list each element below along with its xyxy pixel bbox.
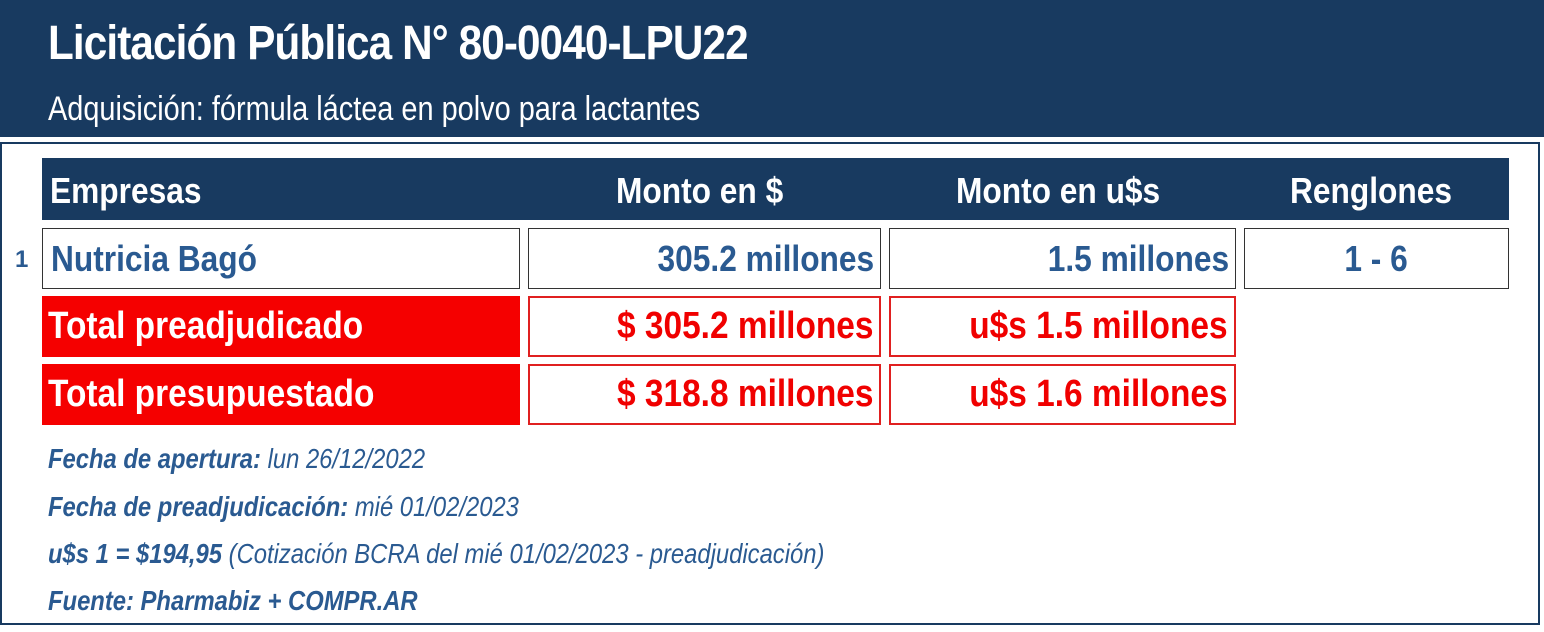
total-preadjudicado-ars-value: $ 305.2 millones (616, 305, 873, 347)
page-title: Licitación Pública N° 80-0040-LPU22 (48, 17, 749, 70)
total-presupuestado-usd: u$s 1.6 millones (889, 364, 1236, 425)
fecha-preadjudicacion-label: Fecha de preadjudicación: (48, 491, 349, 522)
total-preadjudicado-label: Total preadjudicado (42, 296, 520, 357)
fuente-text: Fuente: Pharmabiz + COMPR.AR (48, 585, 418, 616)
fecha-preadjudicacion: Fecha de preadjudicación: mié 01/02/2023 (48, 491, 519, 523)
empresa-name: Nutricia Bagó (51, 237, 257, 279)
fecha-preadjudicacion-value: mié 01/02/2023 (354, 491, 519, 522)
tipo-cambio-label: u$s 1 = $194,95 (48, 538, 223, 569)
tipo-cambio: u$s 1 = $194,95 (Cotización BCRA del mié… (48, 538, 824, 570)
fecha-apertura-label: Fecha de apertura: (48, 443, 261, 474)
monto-ars-value: 305.2 millones (657, 237, 874, 279)
content-frame (0, 142, 1540, 625)
fuente: Fuente: Pharmabiz + COMPR.AR (48, 585, 418, 617)
column-header-monto-usd: Monto en u$s (956, 170, 1161, 211)
column-header-empresas: Empresas (50, 170, 202, 211)
table-row-monto-ars: 305.2 millones (528, 228, 881, 289)
total-preadjudicado-usd-value: u$s 1.5 millones (969, 305, 1228, 347)
table-row-monto-usd: 1.5 millones (889, 228, 1236, 289)
total-presupuestado-ars-value: $ 318.8 millones (616, 373, 873, 415)
fecha-apertura: Fecha de apertura: lun 26/12/2022 (48, 443, 425, 475)
total-preadjudicado-ars: $ 305.2 millones (528, 296, 881, 357)
column-header-renglones: Renglones (1290, 170, 1452, 211)
row-number: 1 (15, 246, 29, 273)
table-row-renglones: 1 - 6 (1244, 228, 1509, 289)
renglones-value: 1 - 6 (1344, 237, 1409, 279)
table-header: Empresas Monto en $ Monto en u$s Renglon… (42, 158, 1509, 220)
total-presupuestado-text: Total presupuestado (48, 373, 375, 415)
page-subtitle: Adquisición: fórmula láctea en polvo par… (48, 90, 701, 128)
column-header-monto-ars: Monto en $ (616, 170, 784, 211)
header-banner: Licitación Pública N° 80-0040-LPU22 Adqu… (0, 0, 1544, 137)
tipo-cambio-value: (Cotización BCRA del mié 01/02/2023 - pr… (228, 538, 825, 569)
total-presupuestado-label: Total presupuestado (42, 364, 520, 425)
total-presupuestado-usd-value: u$s 1.6 millones (969, 373, 1228, 415)
total-preadjudicado-text: Total preadjudicado (48, 305, 364, 347)
fecha-apertura-value: lun 26/12/2022 (267, 443, 426, 474)
total-presupuestado-ars: $ 318.8 millones (528, 364, 881, 425)
table-row-empresa: Nutricia Bagó (42, 228, 520, 289)
monto-usd-value: 1.5 millones (1047, 237, 1229, 279)
total-preadjudicado-usd: u$s 1.5 millones (889, 296, 1236, 357)
